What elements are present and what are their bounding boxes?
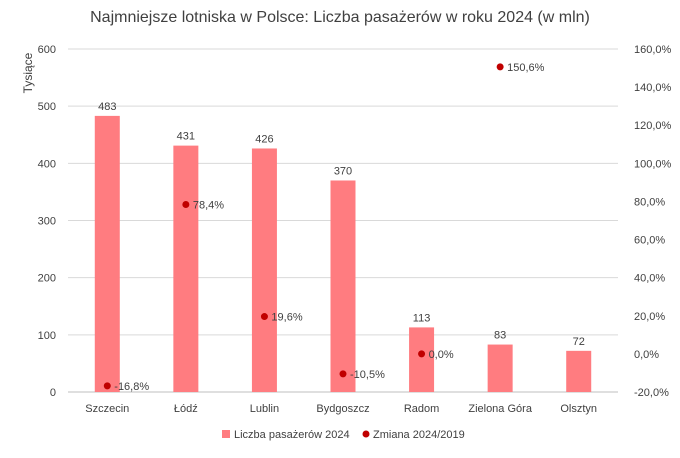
y-tick-label: 100 [38,330,56,342]
y2-tick-label: 20,0% [634,311,665,323]
bar-series [94,115,592,392]
y2-tick-label: 0,0% [634,349,659,361]
bar [94,115,120,392]
point-value-label: -16,8% [114,381,149,393]
y-tick-label: 400 [38,158,56,170]
scatter-point [496,63,504,71]
scatter-series [103,63,504,390]
y-tick-label: 200 [38,273,56,285]
bar-value-label: 426 [255,133,273,145]
bar [251,148,277,392]
bar-value-label: 83 [494,330,506,342]
scatter-point [418,350,426,358]
legend-swatch-points [362,430,370,438]
bar [173,145,199,392]
bar [330,180,356,392]
scatter-point [182,200,190,208]
y2-tick-label: 60,0% [634,235,665,247]
bar-value-label: 72 [573,336,585,348]
x-tick-label: Szczecin [85,403,129,415]
bar [566,350,592,392]
x-tick-label: Lublin [250,403,279,415]
bar [409,327,435,392]
y2-tick-label: 80,0% [634,196,665,208]
point-value-label: 78,4% [193,199,224,211]
legend-label-bars: Liczba pasażerów 2024 [234,429,350,441]
y-tick-label: 600 [38,44,56,56]
bar-value-label: 483 [98,101,116,113]
bar [487,344,513,392]
y-tick-label: 500 [38,101,56,113]
legend: Liczba pasażerów 2024 Zmiana 2024/2019 [222,429,465,441]
x-tick-label: Łódź [174,403,198,415]
scatter-point [339,370,347,378]
y2-axis-ticks: -20,0% 0,0% 20,0% 40,0% 60,0% 80,0% 100,0% 120,… [634,44,672,399]
y2-tick-label: 40,0% [634,273,665,285]
chart-title: Najmniejsze lotniska w Polsce: Liczba pa… [90,9,590,26]
legend-swatch-bars [222,430,230,438]
bar-data-labels: 483 431 426 370 113 83 72 [98,101,585,348]
scatter-point [103,382,111,390]
point-value-label: -10,5% [350,369,385,381]
scatter-point [260,313,268,321]
x-tick-label: Olsztyn [560,403,597,415]
y2-tick-label: 160,0% [634,44,672,56]
x-axis-ticks: Szczecin Łódź Lublin Bydgoszcz Radom Zielona … [85,403,597,415]
point-value-label: 19,6% [271,312,302,324]
bar-value-label: 370 [334,165,352,177]
y-tick-label: 300 [38,216,56,228]
x-tick-label: Radom [404,403,439,415]
point-value-label: 0,0% [429,349,454,361]
bar-value-label: 113 [413,312,431,324]
y-axis-ticks: 0 100 200 300 400 500 600 [38,44,56,399]
y-tick-label: 0 [50,387,56,399]
scatter-data-labels: -16,8% 78,4% 19,6% -10,5% 0,0% 150,6% [114,62,544,393]
y-axis-label: Tysiące [21,52,35,93]
bar-value-label: 431 [177,131,195,143]
y2-tick-label: 100,0% [634,158,672,170]
y2-tick-label: 120,0% [634,120,672,132]
point-value-label: 150,6% [507,62,545,74]
y2-tick-label: 140,0% [634,82,672,94]
x-tick-label: Zielona Góra [468,403,532,415]
legend-label-points: Zmiana 2024/2019 [373,429,465,441]
y2-tick-label: -20,0% [634,387,669,399]
x-tick-label: Bydgoszcz [316,403,369,415]
